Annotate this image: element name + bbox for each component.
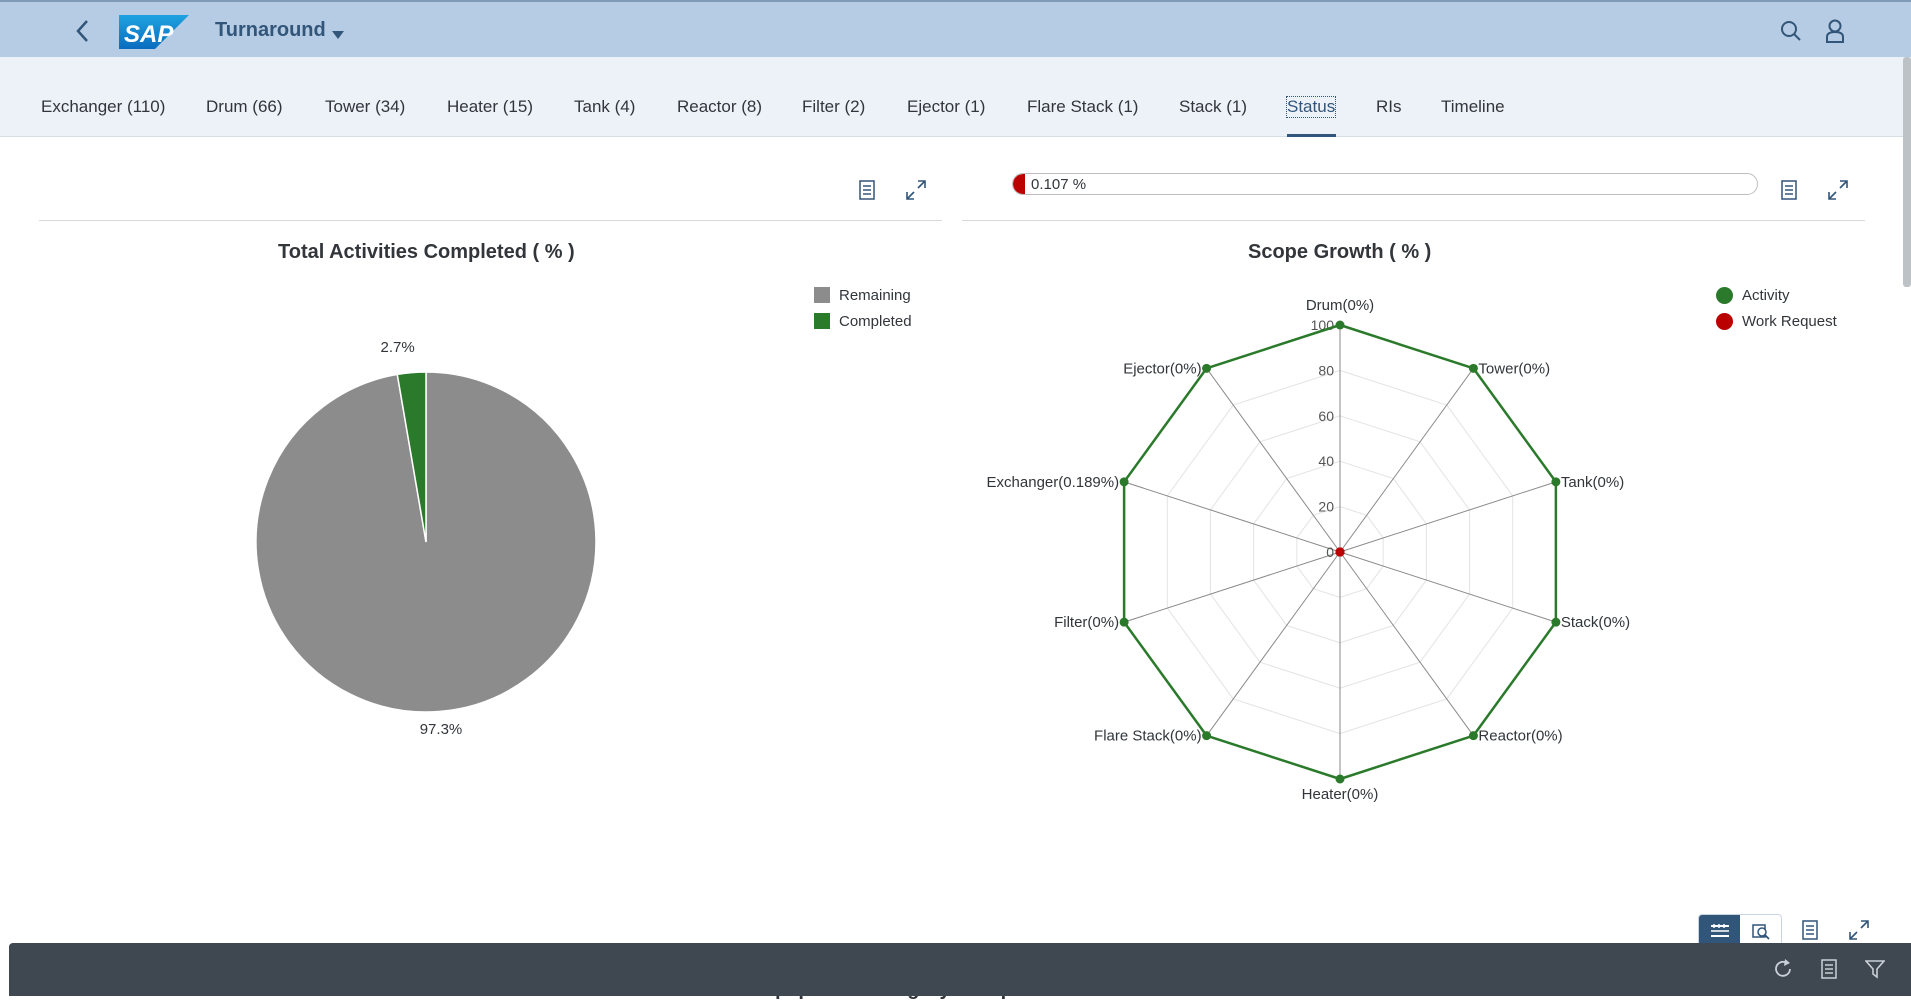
radar-legend: Activity Work Request: [1716, 282, 1837, 334]
radar-category-label: Tower(0%): [1478, 360, 1550, 377]
pie-legend: Remaining Completed: [814, 282, 912, 334]
card-divider: [962, 220, 1865, 221]
analyze-icon[interactable]: [1740, 915, 1781, 947]
progress-bar: 0.107 %: [1012, 173, 1758, 195]
radar-tick-label: 80: [1318, 362, 1334, 378]
tab-timeline[interactable]: Timeline: [1441, 97, 1505, 116]
progress-label: 0.107 %: [1031, 176, 1087, 193]
pie-chart: 2.7% 97.3%: [255, 339, 597, 738]
chart-title-activities: Total Activities Completed ( % ): [278, 241, 575, 263]
legend-item-remaining[interactable]: Remaining: [814, 282, 912, 308]
radar-point: [1202, 731, 1212, 741]
table-settings-icon[interactable]: [1815, 955, 1843, 983]
radar-category-label: Ejector(0%): [1123, 360, 1201, 377]
tab-reactor[interactable]: Reactor (8): [677, 97, 763, 116]
radar-category-label: Tank(0%): [1561, 474, 1624, 491]
radar-category-label: Reactor(0%): [1478, 728, 1562, 745]
progress-fill: [1013, 174, 1025, 194]
radar-spoke: [1206, 368, 1341, 553]
radar-point: [1551, 477, 1561, 487]
radar-point: [1119, 477, 1129, 487]
tab-tank[interactable]: Tank (4): [574, 97, 636, 116]
tab-heater[interactable]: Heater (15): [447, 97, 533, 116]
radar-point: [1335, 774, 1345, 784]
legend-swatch: [814, 313, 830, 329]
svg-text:SAP: SAP: [124, 21, 174, 48]
radar-point: [1335, 320, 1345, 330]
fullscreen-icon[interactable]: [1845, 916, 1873, 944]
radar-category-label: Flare Stack(0%): [1094, 728, 1202, 745]
tab-filter[interactable]: Filter (2): [802, 97, 866, 116]
pie-label-completed: 2.7%: [380, 339, 414, 356]
radar-tick-label: 0: [1326, 544, 1334, 560]
radar-category-label: Stack(0%): [1561, 614, 1630, 631]
radar-tick-label: 20: [1318, 499, 1334, 515]
radar-point: [1551, 617, 1561, 627]
legend-item-completed[interactable]: Completed: [814, 308, 912, 334]
radar-spoke: [1206, 551, 1341, 736]
chevron-down-icon[interactable]: [332, 26, 344, 44]
radar-tick-label: 60: [1318, 408, 1334, 424]
radar-spoke: [1123, 551, 1341, 623]
radar-category-label: Drum(0%): [1306, 297, 1374, 314]
pie-slice-completed: [396, 371, 427, 543]
fullscreen-icon[interactable]: [902, 176, 930, 204]
fullscreen-icon[interactable]: [1824, 176, 1852, 204]
chart-title-scope: Scope Growth ( % ): [1248, 241, 1432, 263]
table-view-icon[interactable]: [853, 176, 881, 204]
sap-logo: SAP: [119, 15, 189, 54]
filter-icon[interactable]: [1861, 955, 1889, 983]
tab-status[interactable]: Status: [1285, 96, 1337, 118]
tab-exchanger[interactable]: Exchanger (110): [41, 97, 166, 116]
tab-tower[interactable]: Tower (34): [325, 97, 406, 116]
legend-swatch: [814, 287, 830, 303]
user-icon[interactable]: [1825, 19, 1845, 48]
page-scrollbar[interactable]: [1903, 57, 1911, 287]
radar-point: [1468, 731, 1478, 741]
radar-spoke: [1339, 368, 1474, 553]
pie-label-remaining: 97.3%: [420, 721, 463, 738]
card-divider: [39, 220, 942, 221]
radar-point: [1468, 363, 1478, 373]
radar-point: [1119, 617, 1129, 627]
shell-bar: SAP Turnaround: [0, 0, 1911, 57]
legend-dot: [1716, 312, 1733, 330]
legend-dot: [1716, 286, 1733, 304]
radar-spoke: [1339, 551, 1474, 736]
footer-toolbar: [9, 943, 1911, 996]
tab-flare-stack[interactable]: Flare Stack (1): [1027, 97, 1139, 116]
table-view-icon[interactable]: [1796, 916, 1824, 944]
legend-item-work-request[interactable]: Work Request: [1716, 308, 1837, 334]
refresh-icon[interactable]: [1769, 955, 1797, 983]
radar-point: [1335, 547, 1345, 557]
radar-point: [1202, 363, 1212, 373]
radar-category-label: Filter(0%): [1054, 614, 1119, 631]
radar-category-label: Exchanger(0.189%): [987, 474, 1120, 491]
radar-category-label: Heater(0%): [1302, 786, 1379, 803]
back-icon[interactable]: [72, 18, 94, 44]
tab-ejector[interactable]: Ejector (1): [907, 97, 986, 116]
radar-chart: 020406080100Drum(0%)Tower(0%)Tank(0%)Sta…: [987, 297, 1631, 803]
view-toggle-group: [1698, 914, 1782, 948]
radar-spoke: [1123, 481, 1341, 553]
radar-tick-label: 40: [1318, 453, 1334, 469]
legend-item-activity[interactable]: Activity: [1716, 282, 1837, 308]
search-icon[interactable]: [1780, 20, 1802, 47]
radar-spoke: [1339, 551, 1557, 623]
tab-bar: Exchanger (110) Drum (66) Tower (34) Hea…: [0, 57, 1911, 137]
table-view-icon[interactable]: [1775, 176, 1803, 204]
tab-ris[interactable]: RIs: [1376, 97, 1402, 116]
radar-spoke: [1339, 481, 1557, 553]
active-tab-indicator: [1287, 134, 1336, 137]
chart-view-icon[interactable]: [1699, 915, 1740, 947]
app-title[interactable]: Turnaround: [215, 19, 326, 41]
tab-drum[interactable]: Drum (66): [206, 97, 283, 116]
tab-stack[interactable]: Stack (1): [1179, 97, 1248, 116]
